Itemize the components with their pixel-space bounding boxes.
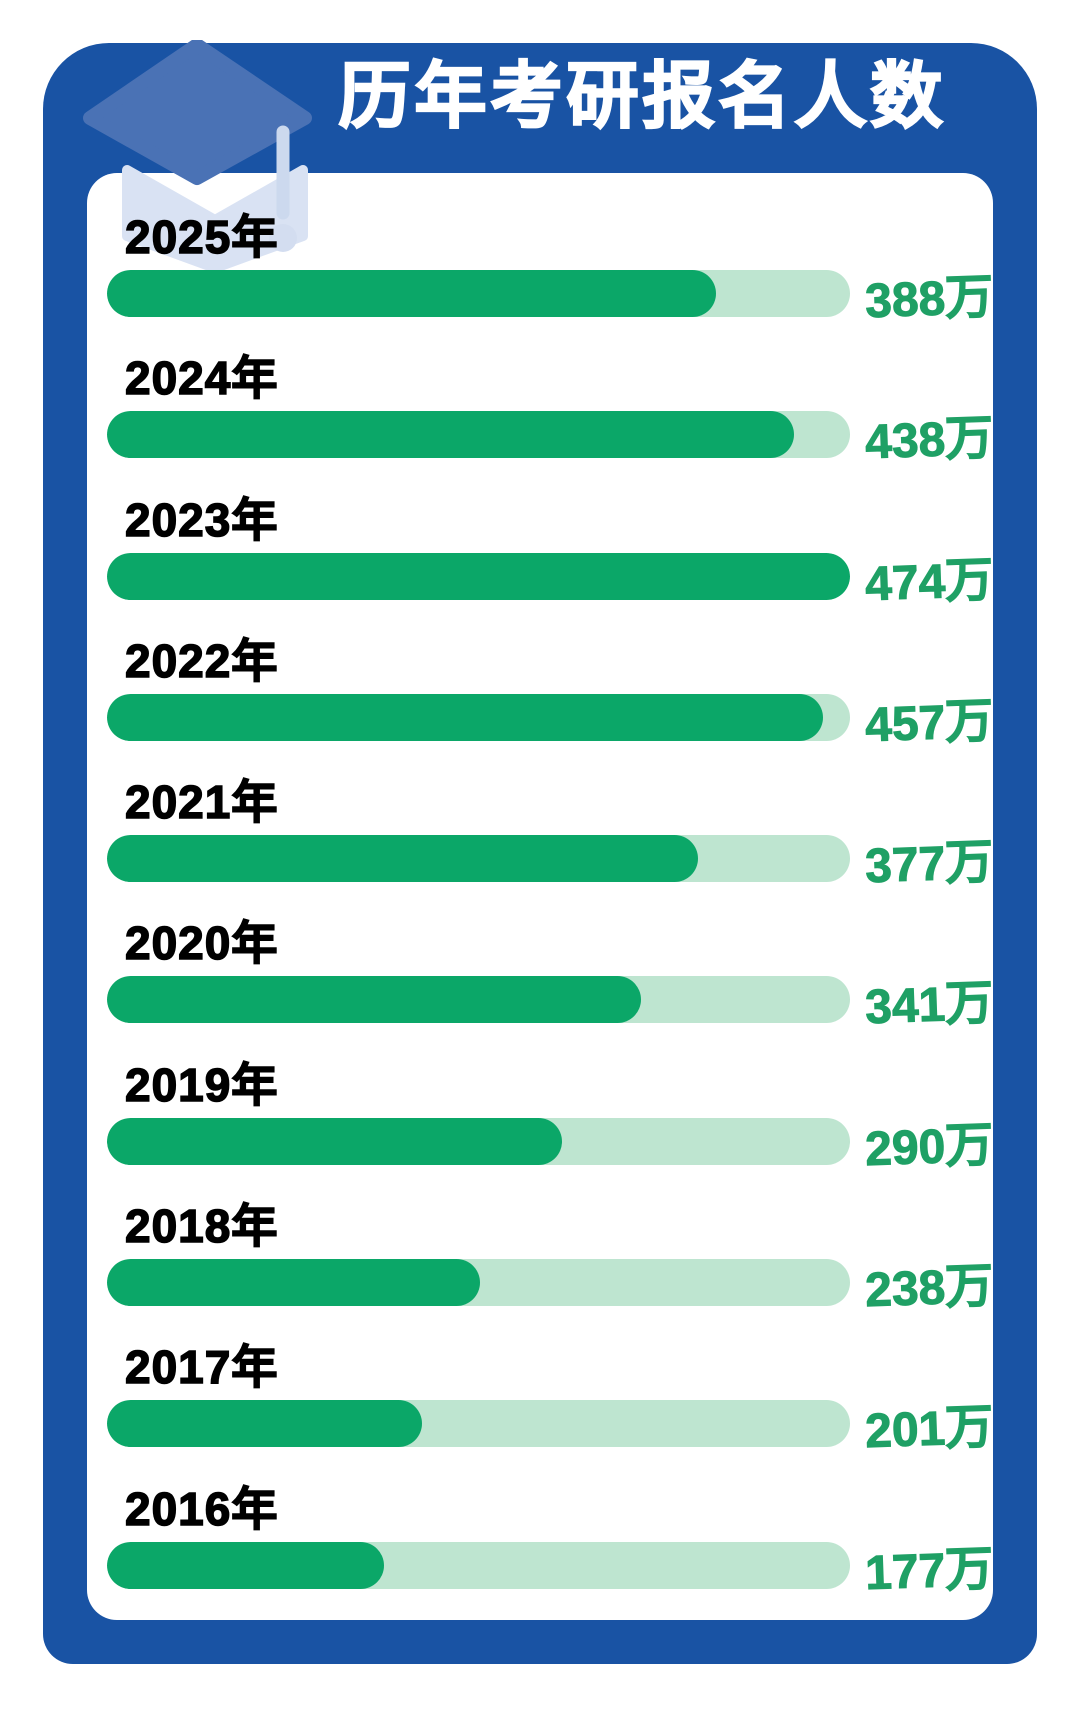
bar-row: 2023年 474万	[87, 493, 995, 634]
year-label: 2020年	[124, 917, 279, 971]
value-label: 388万	[864, 270, 995, 329]
bar-row: 2019年 290万	[87, 1058, 995, 1199]
bar-track	[107, 552, 850, 600]
bar-track	[107, 1541, 850, 1589]
value-label: 290万	[864, 1118, 995, 1176]
graduation-cap-icon	[83, 40, 312, 273]
bar-row: 2020年 341万	[87, 916, 995, 1057]
bar-track	[107, 1400, 850, 1448]
year-label: 2025年	[124, 210, 279, 264]
bar-fill	[107, 1400, 423, 1448]
year-label: 2024年	[124, 352, 279, 406]
bar-row: 2025年 388万	[87, 210, 995, 351]
year-label: 2017年	[124, 1341, 279, 1395]
value-label: 238万	[864, 1259, 995, 1318]
bar-row: 2016年 177万	[87, 1482, 995, 1623]
bar-fill	[107, 835, 698, 883]
value-label: 377万	[864, 835, 995, 894]
bar-fill	[107, 552, 850, 600]
year-label: 2019年	[124, 1058, 279, 1112]
year-label: 2021年	[124, 775, 279, 829]
bar-fill	[107, 1117, 562, 1165]
bar-row: 2021年 377万	[87, 775, 995, 916]
bar-track	[107, 976, 850, 1024]
bar-track	[107, 693, 850, 741]
page-title: 历年考研报名人数	[337, 57, 947, 137]
value-label: 438万	[864, 412, 995, 470]
bar-row: 2018年 238万	[87, 1199, 995, 1340]
year-label: 2018年	[124, 1199, 279, 1253]
year-label: 2023年	[124, 493, 279, 547]
value-label: 474万	[864, 553, 995, 611]
bar-fill	[107, 976, 642, 1024]
value-label: 177万	[864, 1542, 995, 1600]
bar-fill	[107, 693, 824, 741]
bar-fill	[107, 411, 794, 459]
bar-fill	[107, 270, 716, 317]
bar-row: 2022年 457万	[87, 634, 995, 775]
bar-track	[107, 835, 850, 883]
bar-track	[107, 1259, 850, 1307]
bar-fill	[107, 1259, 480, 1307]
bar-track	[107, 270, 850, 317]
chart-panel: 2025年 388万 2024年 438万 2023年 474万 2022年 4…	[87, 173, 995, 1623]
bar-row: 2024年 438万	[87, 351, 995, 492]
value-label: 341万	[864, 977, 995, 1035]
bar-row: 2017年 201万	[87, 1340, 995, 1481]
year-label: 2022年	[124, 634, 279, 688]
value-label: 457万	[864, 694, 995, 753]
bar-track	[107, 1117, 850, 1165]
year-label: 2016年	[124, 1482, 279, 1536]
value-label: 201万	[864, 1401, 995, 1459]
bar-fill	[107, 1541, 385, 1589]
bar-track	[107, 411, 850, 459]
